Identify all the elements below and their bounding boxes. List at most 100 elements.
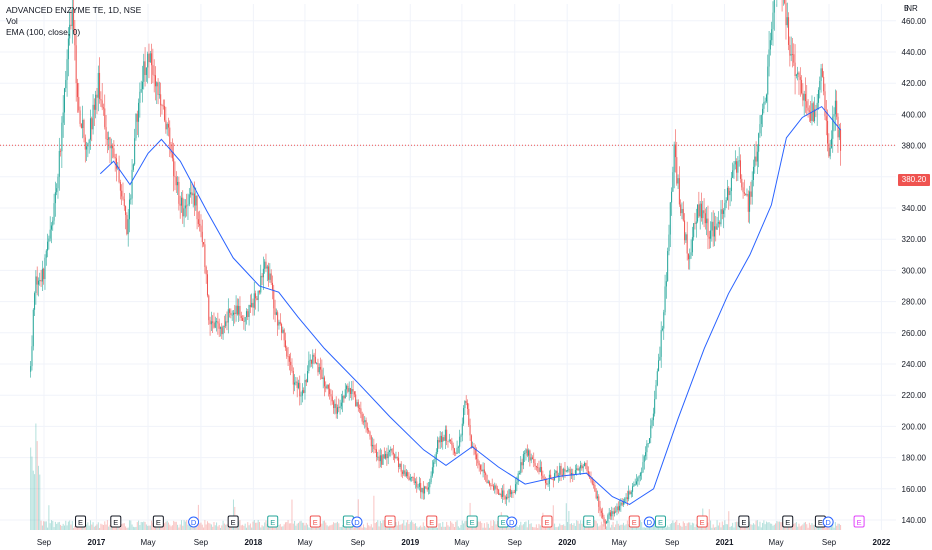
earnings-marker[interactable]: E (384, 515, 396, 528)
candle-body (693, 223, 695, 238)
ema-legend[interactable]: EMA (100, close, 0) (6, 27, 81, 37)
candle-body (478, 463, 480, 466)
currency-label: INR (904, 4, 918, 13)
volume-bar (36, 441, 38, 530)
volume-bar (125, 526, 127, 530)
candle-body (92, 104, 94, 130)
candle-body (309, 359, 311, 361)
candle-body (516, 482, 518, 485)
time-axis[interactable]: Sep 2017 May Sep 2018 May Sep 2019 May Sep 2020 May… (37, 538, 891, 547)
volume-bar (174, 521, 176, 530)
candle-body (832, 116, 834, 139)
candle-body (681, 208, 683, 214)
candle-body (265, 261, 267, 269)
candle-body (765, 94, 767, 102)
volume-bar (754, 524, 756, 530)
earnings-marker[interactable]: E (628, 515, 640, 528)
earnings-marker[interactable]: E (267, 515, 279, 528)
earnings-marker[interactable]: E (110, 515, 122, 528)
volume-bar (381, 523, 383, 530)
volume-bar (281, 526, 283, 530)
candle-body (67, 38, 69, 60)
volume-legend[interactable]: Vol (6, 16, 18, 26)
volume-bar (561, 525, 563, 530)
volume-bar (762, 522, 764, 530)
volume-bar (329, 525, 331, 530)
volume-bar (421, 527, 423, 530)
candle-body (470, 435, 472, 448)
volume-bar (624, 525, 626, 530)
volume-bar (729, 526, 731, 530)
dividend-marker[interactable]: D (822, 516, 834, 528)
candle-body (71, 8, 73, 27)
volume-bar (691, 522, 693, 530)
candle-body (369, 431, 371, 437)
volume-bar (232, 499, 234, 530)
candle-body (297, 382, 299, 388)
volume-bar (453, 527, 455, 530)
candle-body (645, 452, 647, 457)
volume-bar (91, 524, 93, 530)
event-label: E (632, 518, 637, 527)
volume-bar (647, 525, 649, 530)
candle-body (134, 138, 136, 165)
volume-bar (307, 524, 309, 530)
volume-bar (273, 527, 275, 530)
volume-bar (732, 522, 734, 530)
candle-body (695, 221, 697, 224)
volume-bar (769, 523, 771, 530)
split-marker[interactable]: E (853, 515, 865, 528)
candle-body (764, 101, 766, 103)
earnings-marker[interactable]: E (782, 515, 794, 528)
candle-body (448, 439, 450, 442)
dividend-marker[interactable]: D (506, 516, 518, 528)
volume-bar (106, 520, 108, 530)
candle-body (697, 204, 699, 222)
candle-body (804, 93, 806, 102)
candle-body (132, 164, 134, 170)
volume-bar (492, 520, 494, 530)
x-tick-label: 2018 (244, 538, 262, 547)
earnings-marker[interactable]: E (654, 515, 666, 528)
earnings-marker[interactable]: E (738, 515, 750, 528)
earnings-marker[interactable]: E (696, 515, 708, 528)
x-tick-label: May (454, 538, 469, 547)
candle-body (182, 197, 184, 217)
candle-body (492, 485, 494, 490)
dividend-marker[interactable]: D (188, 516, 200, 528)
price-axis[interactable]: 140.00 160.00 180.00 200.00 220.00 240.00 260.… (902, 0, 927, 525)
dividend-marker[interactable]: D (351, 516, 363, 528)
candle-body (385, 453, 387, 459)
earnings-marker[interactable]: E (583, 515, 595, 528)
volume-bar (812, 524, 814, 530)
symbol-title[interactable]: ADVANCED ENZYME TE, 1D, NSE (6, 5, 142, 15)
volume-bar (71, 521, 73, 530)
earnings-marker[interactable]: E (75, 515, 87, 528)
dividend-marker[interactable]: D (643, 516, 655, 528)
earnings-marker[interactable]: E (426, 515, 438, 528)
earnings-marker[interactable]: E (541, 515, 553, 528)
volume-bar (621, 524, 623, 530)
volume-bar (97, 522, 99, 530)
candle-body (152, 65, 154, 75)
candle-body (684, 220, 686, 241)
candle-body (663, 312, 665, 329)
candle-body (535, 465, 537, 468)
candle-body (760, 114, 762, 125)
earnings-marker[interactable]: E (227, 515, 239, 528)
volume-bar (338, 523, 340, 530)
volume-bar (166, 520, 168, 530)
volume-bar (728, 511, 730, 530)
event-label: E (346, 518, 351, 527)
earnings-marker[interactable]: E (466, 515, 478, 528)
earnings-marker[interactable]: E (309, 515, 321, 528)
volume-bar (620, 524, 622, 530)
candle-body (32, 309, 34, 347)
candle-body (742, 187, 744, 193)
candle-body (191, 192, 193, 196)
volume-bar (811, 523, 813, 530)
earnings-marker[interactable]: E (152, 515, 164, 528)
candle-body (797, 72, 799, 75)
